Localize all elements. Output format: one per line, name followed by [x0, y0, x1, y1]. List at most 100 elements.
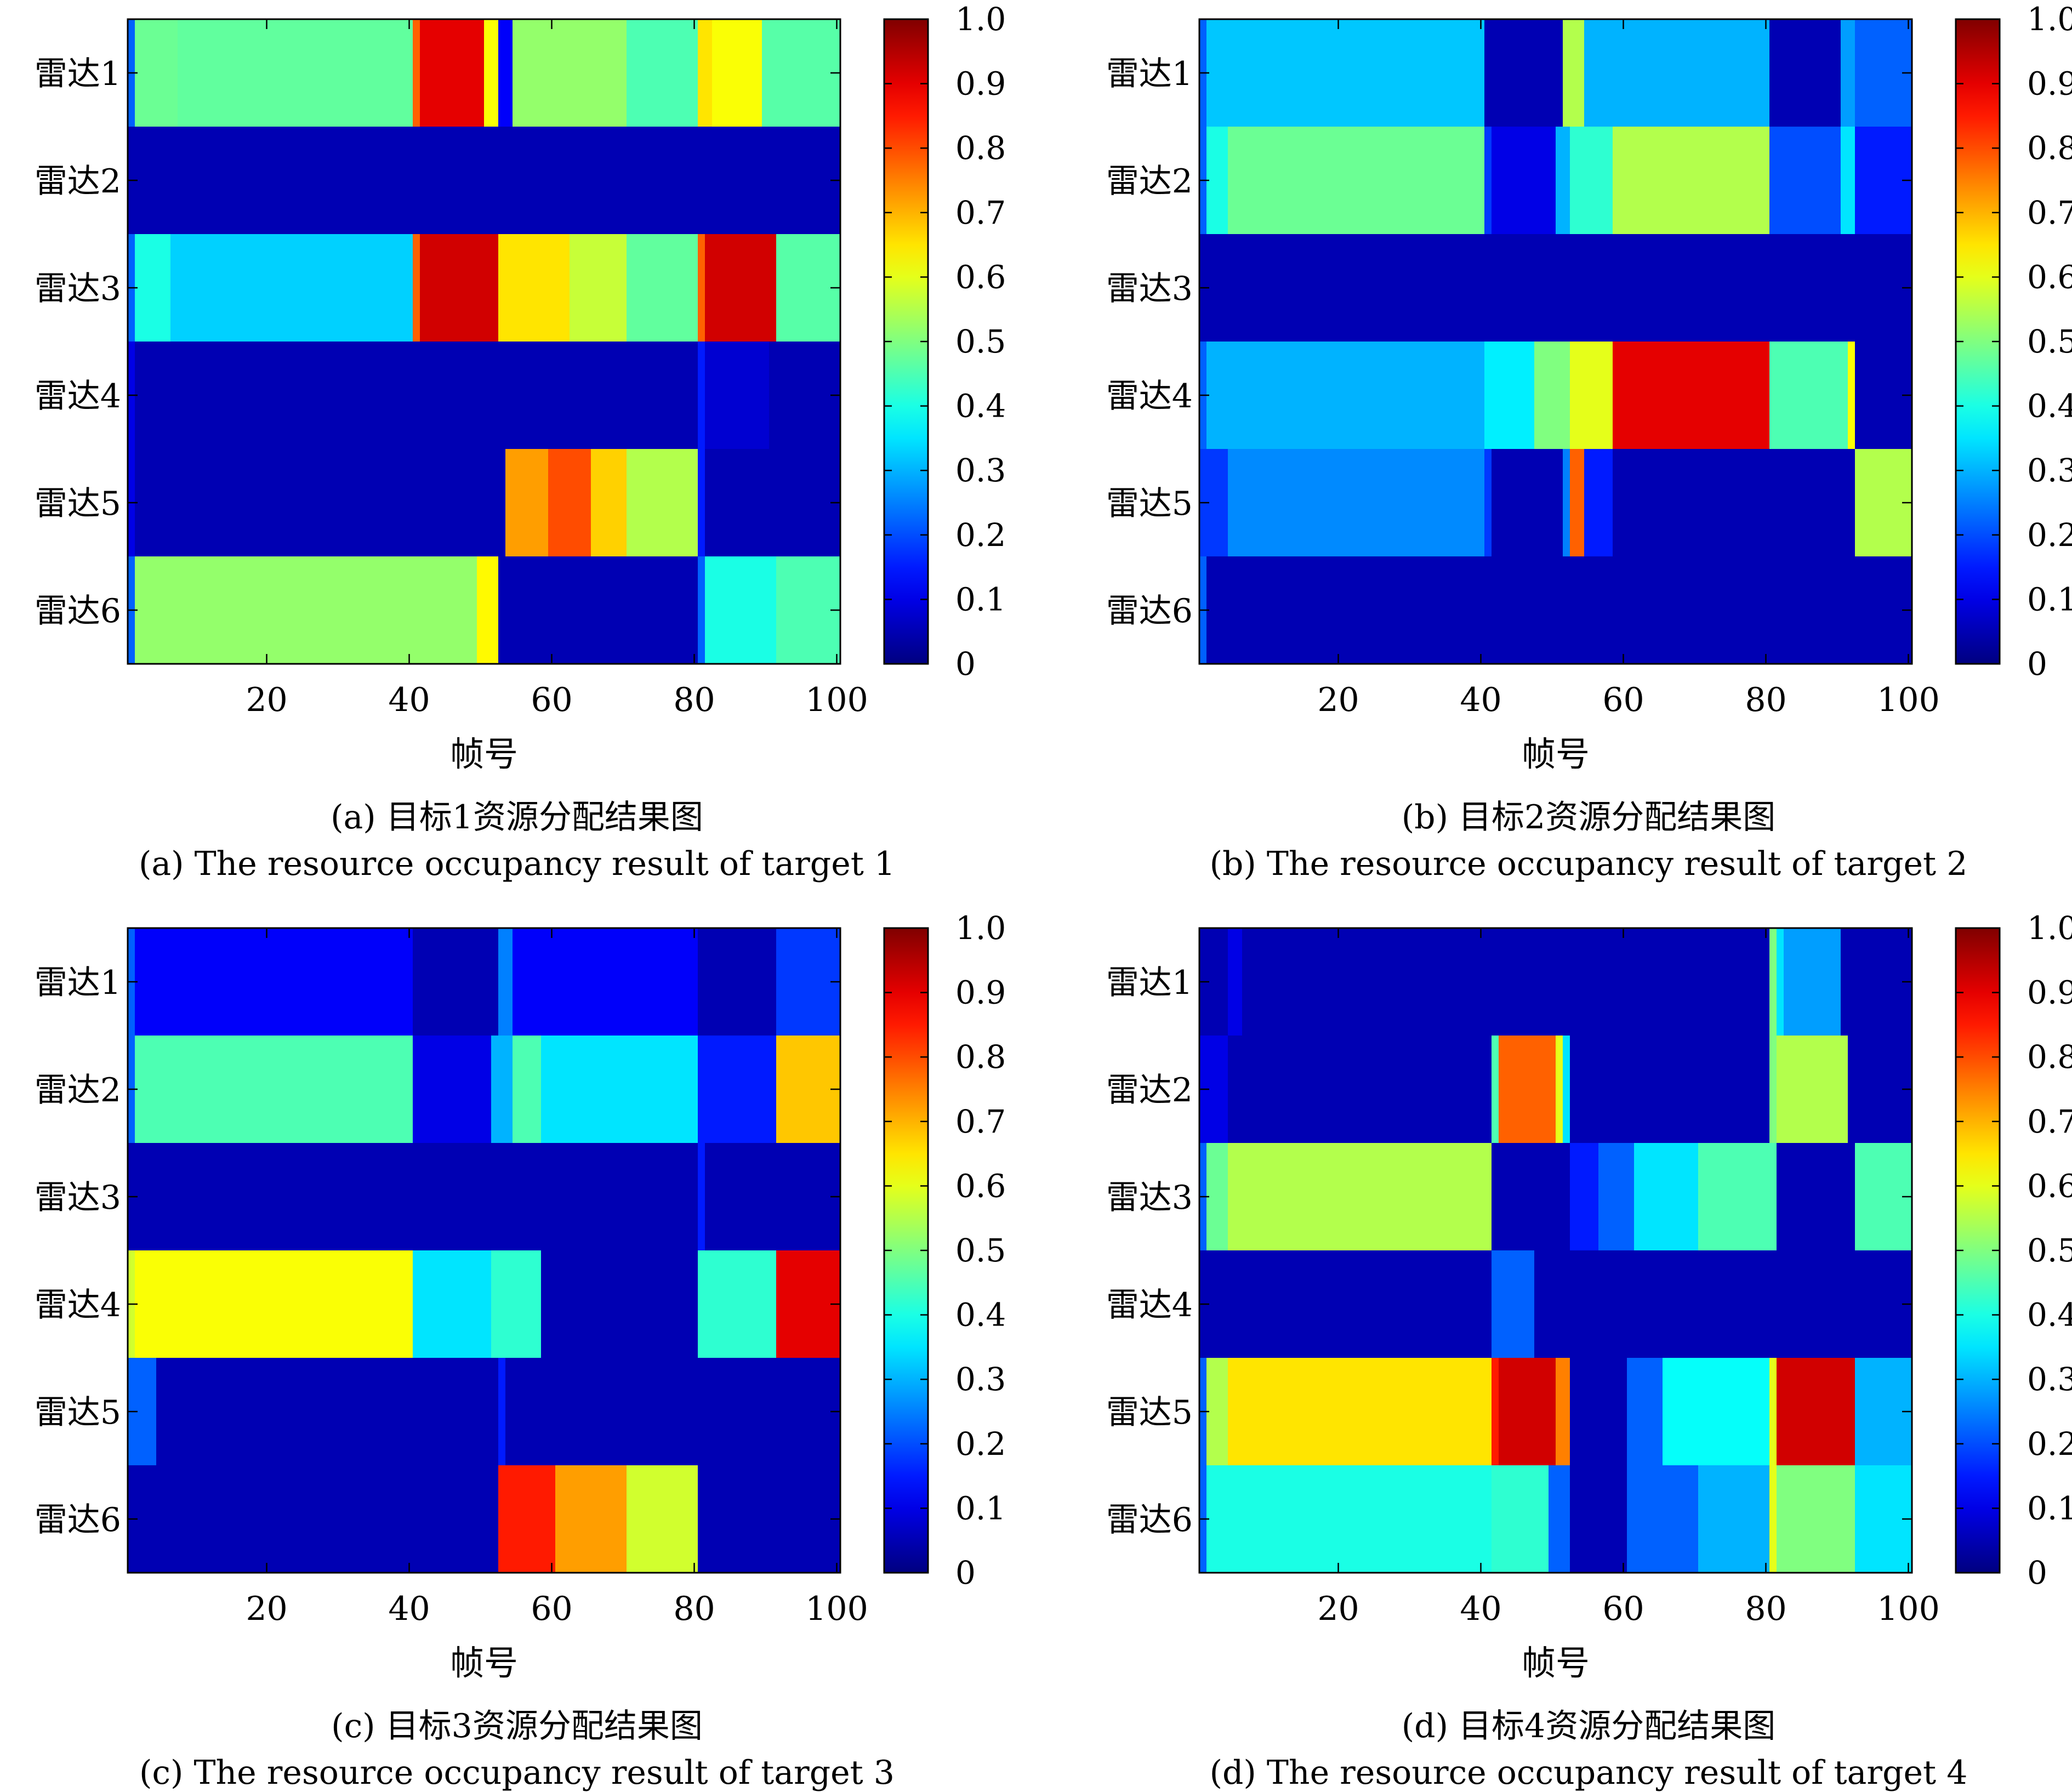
caption-en: (a) The resource occupancy result of tar…	[139, 845, 895, 883]
caption-en: (b) The resource occupancy result of tar…	[1210, 845, 1968, 883]
heatmap-cell	[705, 449, 841, 557]
heatmap-cell	[1613, 127, 1770, 235]
heatmap-cell	[1848, 342, 1855, 450]
colorbar-tick-label: 0.3	[955, 1361, 1006, 1398]
heatmap-cell	[1570, 342, 1613, 450]
heatmap-cell	[1228, 127, 1485, 235]
y-tick-label: 雷达2	[35, 162, 121, 201]
heatmap-cell	[698, 1465, 841, 1573]
heatmap-cells	[1199, 928, 1912, 1573]
heatmap-cell	[705, 234, 777, 342]
y-tick-label: 雷达6	[1106, 1501, 1193, 1539]
y-tick-label: 雷达5	[1106, 485, 1193, 523]
heatmap-cell	[135, 342, 698, 450]
heatmap-cell	[413, 1036, 492, 1144]
heatmap-cell	[698, 556, 705, 664]
colorbar-tick-label: 0	[2027, 645, 2047, 682]
plot-frame	[127, 927, 841, 1574]
heatmap-cell	[1777, 928, 1784, 1036]
heatmap-cell	[548, 449, 591, 557]
heatmap-cell	[1698, 1143, 1777, 1251]
plot-frame	[127, 18, 841, 665]
heatmap-cell	[498, 556, 698, 664]
colorbar-tick-label: 0.6	[2027, 1167, 2072, 1204]
colorbar-tick-label: 0.1	[955, 1489, 1006, 1527]
colorbar-tick-label: 0.2	[955, 516, 1006, 554]
colorbar-tick-label: 0.2	[2027, 516, 2072, 554]
y-tick-label: 雷达5	[1106, 1393, 1193, 1432]
heatmap-cell	[413, 928, 499, 1036]
heatmap-cell	[1777, 1143, 1855, 1251]
heatmap-cells	[128, 19, 841, 664]
x-tick-label: 80	[673, 681, 715, 719]
heatmap-cell	[498, 19, 513, 127]
heatmap-cell	[570, 234, 627, 342]
heatmap-cell	[776, 928, 841, 1036]
colorbar-tick-label: 0.9	[955, 65, 1006, 103]
x-tick-label: 40	[1460, 681, 1501, 719]
colorbar-tick-label: 0	[955, 1554, 976, 1591]
heatmap-cell	[541, 1250, 698, 1358]
y-tick-label: 雷达2	[35, 1071, 121, 1110]
y-tick-label: 雷达3	[1106, 1179, 1193, 1217]
heatmap-cell	[1206, 1465, 1492, 1573]
heatmap-cell	[698, 234, 705, 342]
heatmap-cell	[1769, 342, 1848, 450]
colorbar-tick-label: 0.8	[955, 129, 1006, 167]
heatmap-cell	[698, 449, 705, 557]
heatmap-cell	[135, 234, 171, 342]
colorbar-tick-label: 0.7	[2027, 194, 2072, 231]
heatmap-cell	[1848, 1036, 1912, 1144]
heatmap-cell	[1769, 19, 1841, 127]
caption-en: (c) The resource occupancy result of tar…	[139, 1754, 895, 1792]
plot-frame	[1198, 927, 1913, 1574]
heatmap-cell	[128, 127, 841, 235]
colorbar-tick-label: 0.6	[955, 1167, 1006, 1204]
x-tick-label: 100	[805, 681, 868, 719]
heatmap-cell	[1769, 928, 1777, 1036]
heatmap-cell	[1634, 1143, 1699, 1251]
heatmap-cell	[420, 19, 485, 127]
heatmap-cell	[1206, 1358, 1228, 1466]
heatmap-cell	[498, 928, 513, 1036]
heatmap-cell	[627, 449, 698, 557]
colorbar-tick-label: 0.3	[955, 452, 1006, 489]
x-tick-label: 20	[1317, 1590, 1359, 1628]
heatmap-cell	[776, 1250, 841, 1358]
chart-panel-a: 雷达1 雷达2 雷达3 雷达4 雷达5 雷达6 20 40 60 80 100 帧号 0 0.1 0.2 0.…	[35, 1, 1006, 883]
colorbar-tick-label: 0.5	[955, 1232, 1006, 1269]
heatmap-cell	[1199, 1250, 1492, 1358]
x-tick-label: 20	[246, 1590, 287, 1628]
caption-cn: (b) 目标2资源分配结果图	[1402, 798, 1775, 837]
heatmap-cell	[1206, 1143, 1228, 1251]
heatmap-cell	[1499, 1036, 1556, 1144]
heatmap-cell	[513, 928, 698, 1036]
colorbar-tick-label: 0.9	[2027, 974, 2072, 1011]
heatmap-cell	[627, 19, 698, 127]
heatmap-cell	[698, 1036, 777, 1144]
heatmap-cell	[135, 1036, 413, 1144]
heatmap-cell	[1492, 1036, 1499, 1144]
y-tick-label: 雷达6	[35, 592, 121, 630]
heatmap-cell	[698, 928, 777, 1036]
heatmap-cell	[627, 234, 698, 342]
heatmap-cell	[1206, 127, 1228, 235]
heatmap-cell	[1777, 1036, 1848, 1144]
heatmap-cell	[698, 1143, 705, 1251]
caption-en: (d) The resource occupancy result of tar…	[1210, 1754, 1968, 1792]
heatmap-cell	[1534, 1250, 1912, 1358]
heatmap-cell	[712, 19, 762, 127]
heatmap-cell	[1584, 19, 1770, 127]
heatmap-cell	[1534, 342, 1570, 450]
heatmap-cell	[1492, 1358, 1499, 1466]
x-tick-label: 80	[1745, 1590, 1786, 1628]
colorbar-tick-label: 0.5	[2027, 1232, 2072, 1269]
heatmap-cell	[1598, 1143, 1635, 1251]
x-tick-label: 60	[1602, 1590, 1644, 1628]
heatmap-cell	[1242, 928, 1770, 1036]
heatmap-cell	[1627, 1465, 1699, 1573]
heatmap-cell	[1563, 1036, 1570, 1144]
heatmap-cell	[1499, 1358, 1556, 1466]
heatmap-cell	[1613, 449, 1855, 557]
